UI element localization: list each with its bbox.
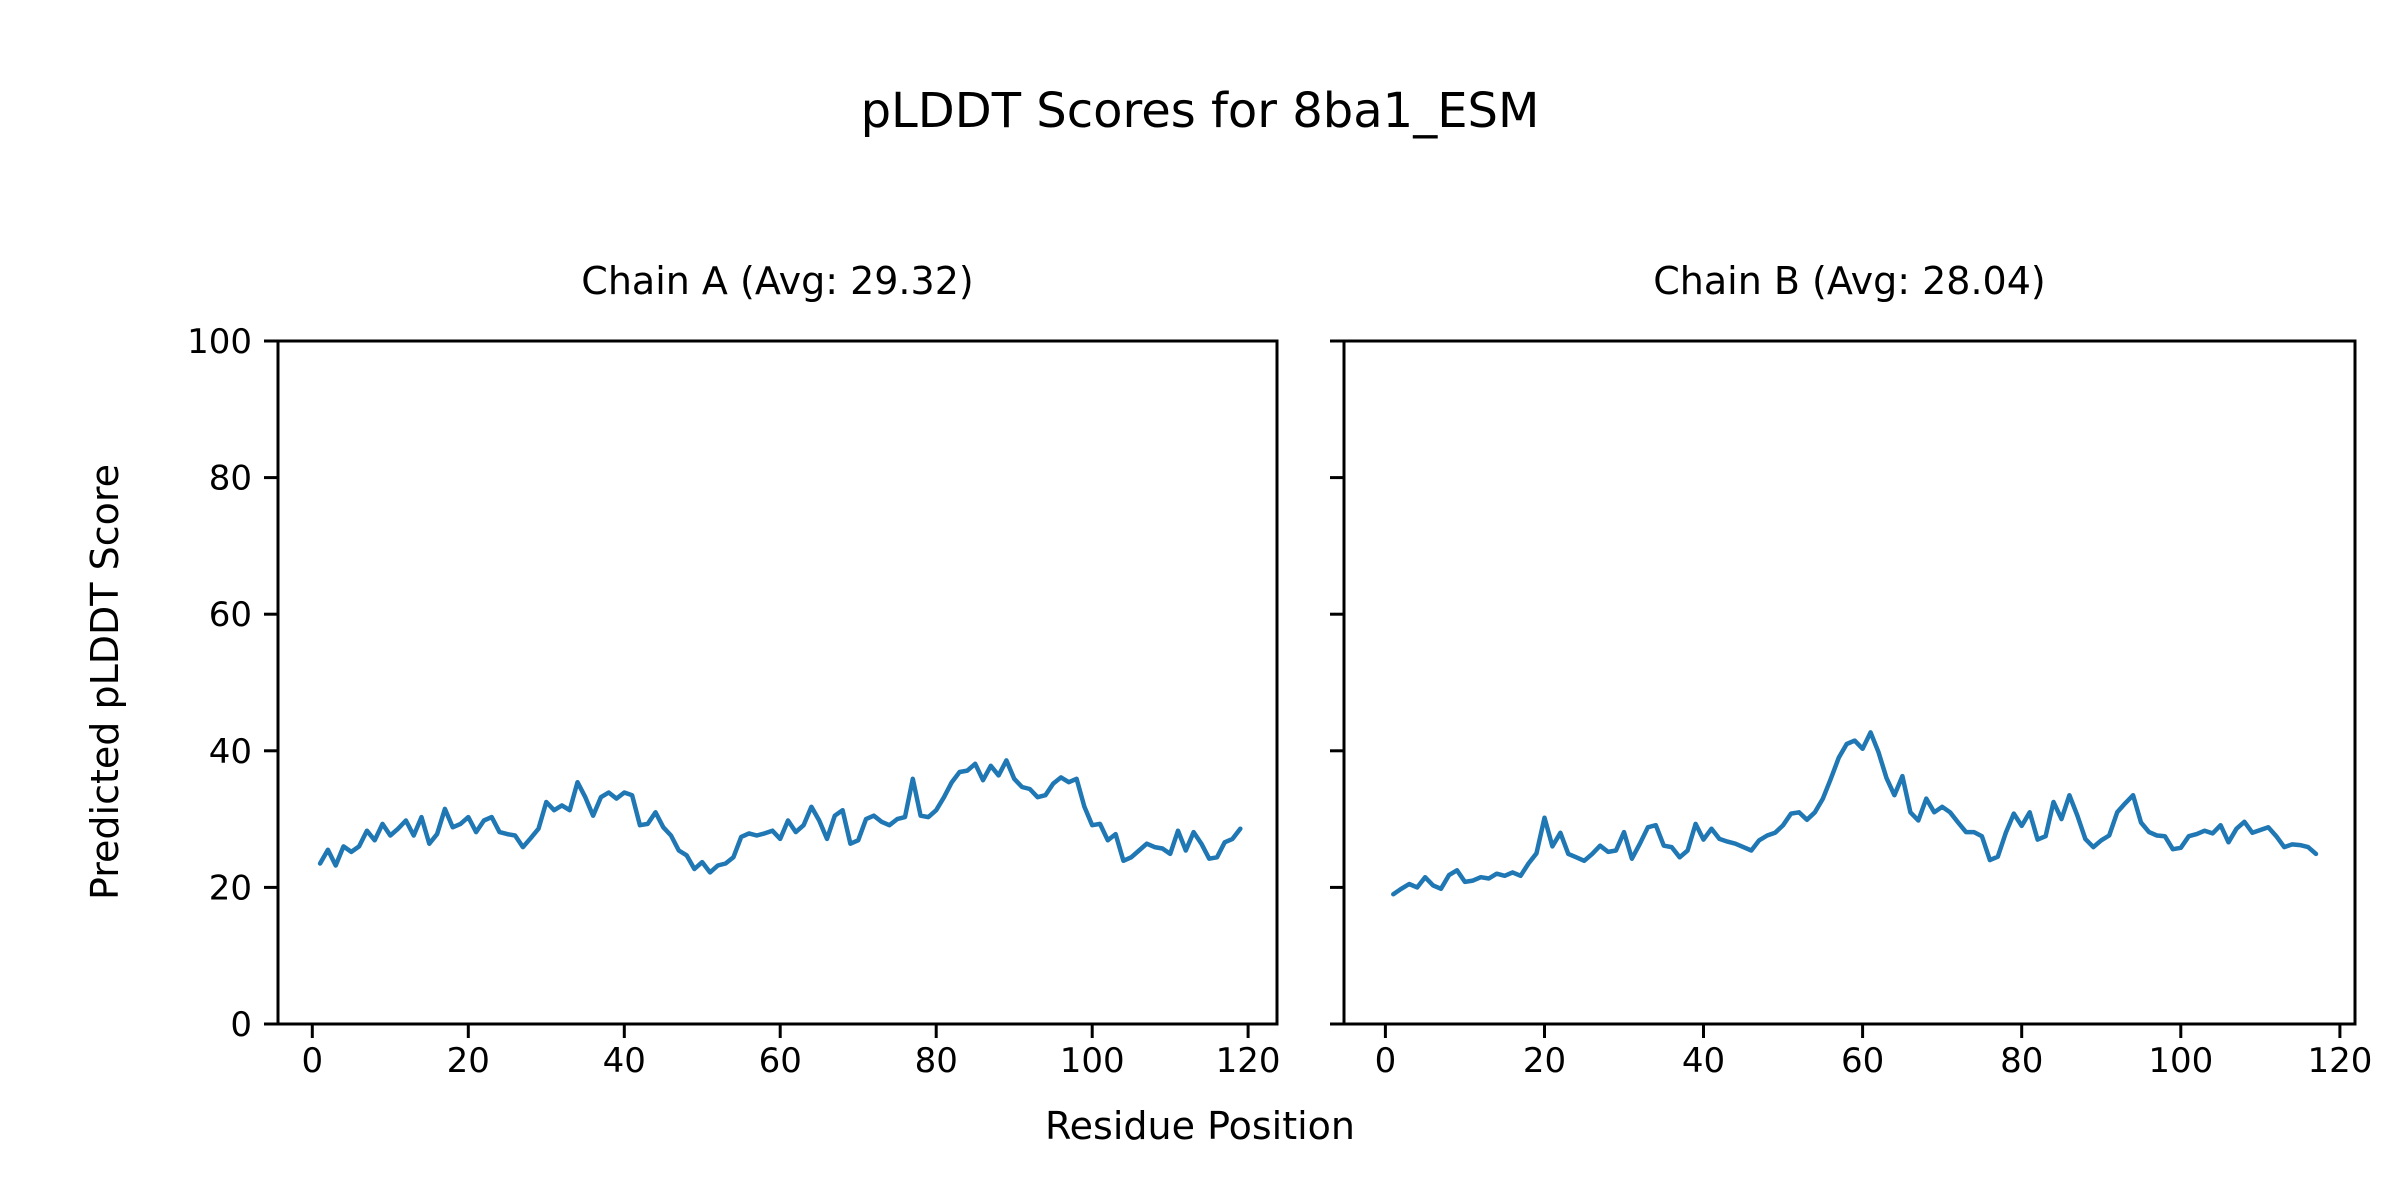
y-tick-label: 60 <box>209 595 252 635</box>
x-tick-label: 100 <box>1060 1041 1125 1081</box>
x-tick-label: 40 <box>1682 1041 1725 1081</box>
x-tick-label: 20 <box>447 1041 490 1081</box>
y-tick-label: 80 <box>209 459 252 499</box>
x-tick-label: 100 <box>2148 1041 2213 1081</box>
x-tick-label: 60 <box>759 1041 802 1081</box>
x-tick-label: 120 <box>1216 1041 1281 1081</box>
x-tick-label: 0 <box>301 1041 323 1081</box>
chain-a-subplot-title: Chain A (Avg: 29.32) <box>581 259 974 303</box>
chain-a-plddt-line <box>317 758 1243 875</box>
x-tick-label: 80 <box>915 1041 958 1081</box>
figure-title: pLDDT Scores for 8ba1_ESM <box>860 83 1540 139</box>
x-tick-label: 0 <box>1375 1041 1397 1081</box>
x-tick-label: 80 <box>2000 1041 2043 1081</box>
axes-frame <box>1342 339 2357 1026</box>
y-axis-label: Predicted pLDDT Score <box>83 464 127 900</box>
axes-frame <box>276 339 1279 1026</box>
chain-b-subplot-title: Chain B (Avg: 28.04) <box>1653 259 2046 303</box>
y-tick-label: 40 <box>209 732 252 772</box>
y-tick-label: 0 <box>230 1005 252 1045</box>
y-tick-label: 100 <box>187 322 252 362</box>
x-tick-label: 20 <box>1523 1041 1566 1081</box>
chain-a-axes: 0 20 40 60 80 100 120 0 20 40 60 80 100 <box>187 322 1280 1081</box>
x-tick-label: 40 <box>603 1041 646 1081</box>
y-tick-label: 20 <box>209 868 252 908</box>
x-tick-label: 120 <box>2307 1041 2372 1081</box>
x-axis-label: Residue Position <box>1044 1104 1356 1148</box>
chain-b-axes: 0 20 40 60 80 100 120 <box>1330 339 2372 1081</box>
x-tick-label: 60 <box>1841 1041 1884 1081</box>
chain-b-plddt-line <box>1391 730 2319 897</box>
